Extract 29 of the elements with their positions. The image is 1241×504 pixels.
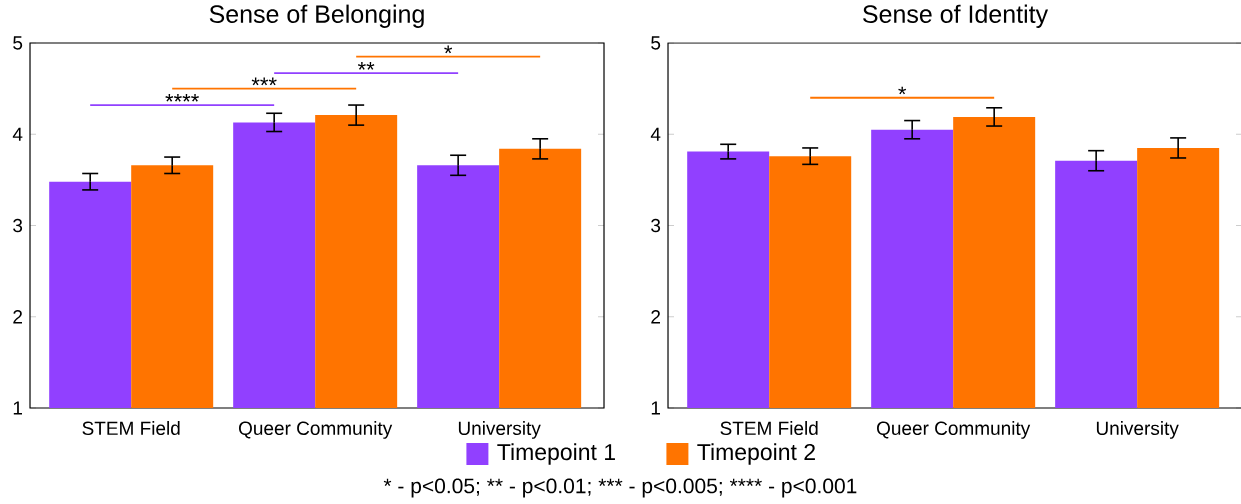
y-tick-label: 3 [13,218,23,233]
y-tick-label: 4 [650,127,661,141]
text: **** - p<0.001 [729,478,857,498]
x-tick-label: Queer Community [239,421,393,439]
annotation: ** [357,62,375,70]
y-tick-label: 3 [651,218,661,233]
text: * - p<0.05; [383,478,479,498]
annotation: * [444,45,453,54]
legend-label: Timepoint 2 [697,443,815,465]
x-tick-label: STEM Field [720,421,818,436]
chart-title: Sense of Belonging [209,4,424,28]
x-tick-label: STEM Field [82,421,180,436]
x-tick-label: University [458,421,541,439]
x-tick-label: Queer Community [877,421,1031,439]
chart-title: Sense of Identity [863,4,1049,28]
y-tick-label: 1 [13,401,22,415]
text: ** - p<0.01; [487,478,591,498]
text: *** - p<0.005; [598,478,722,498]
x-tick-label: University [1096,421,1179,439]
y-tick-label: 5 [13,36,23,50]
y-tick-label: 5 [651,36,661,50]
y-tick-label: 2 [13,310,22,324]
annotation: *** [251,77,277,86]
legend-label: Timepoint 1 [497,443,615,465]
annotation: * [898,86,907,95]
y-tick-label: 4 [12,127,23,141]
annotation: **** [165,93,199,102]
y-tick-label: 2 [651,310,661,324]
y-tick-label: 1 [651,401,661,415]
